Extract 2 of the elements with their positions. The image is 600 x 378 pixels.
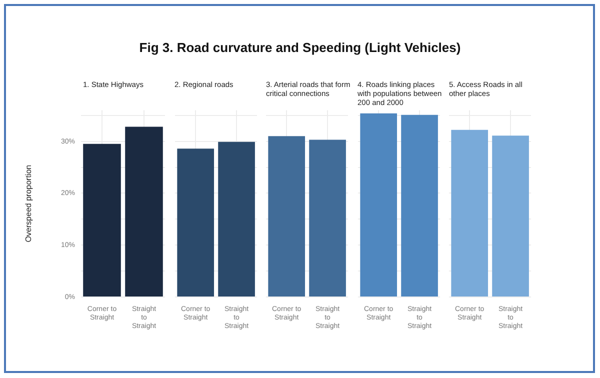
y-axis-title: Overspeed proportion	[24, 164, 34, 242]
text: Fig 3. Road curvature and Speeding (Light Vehicles)	[138, 40, 462, 55]
